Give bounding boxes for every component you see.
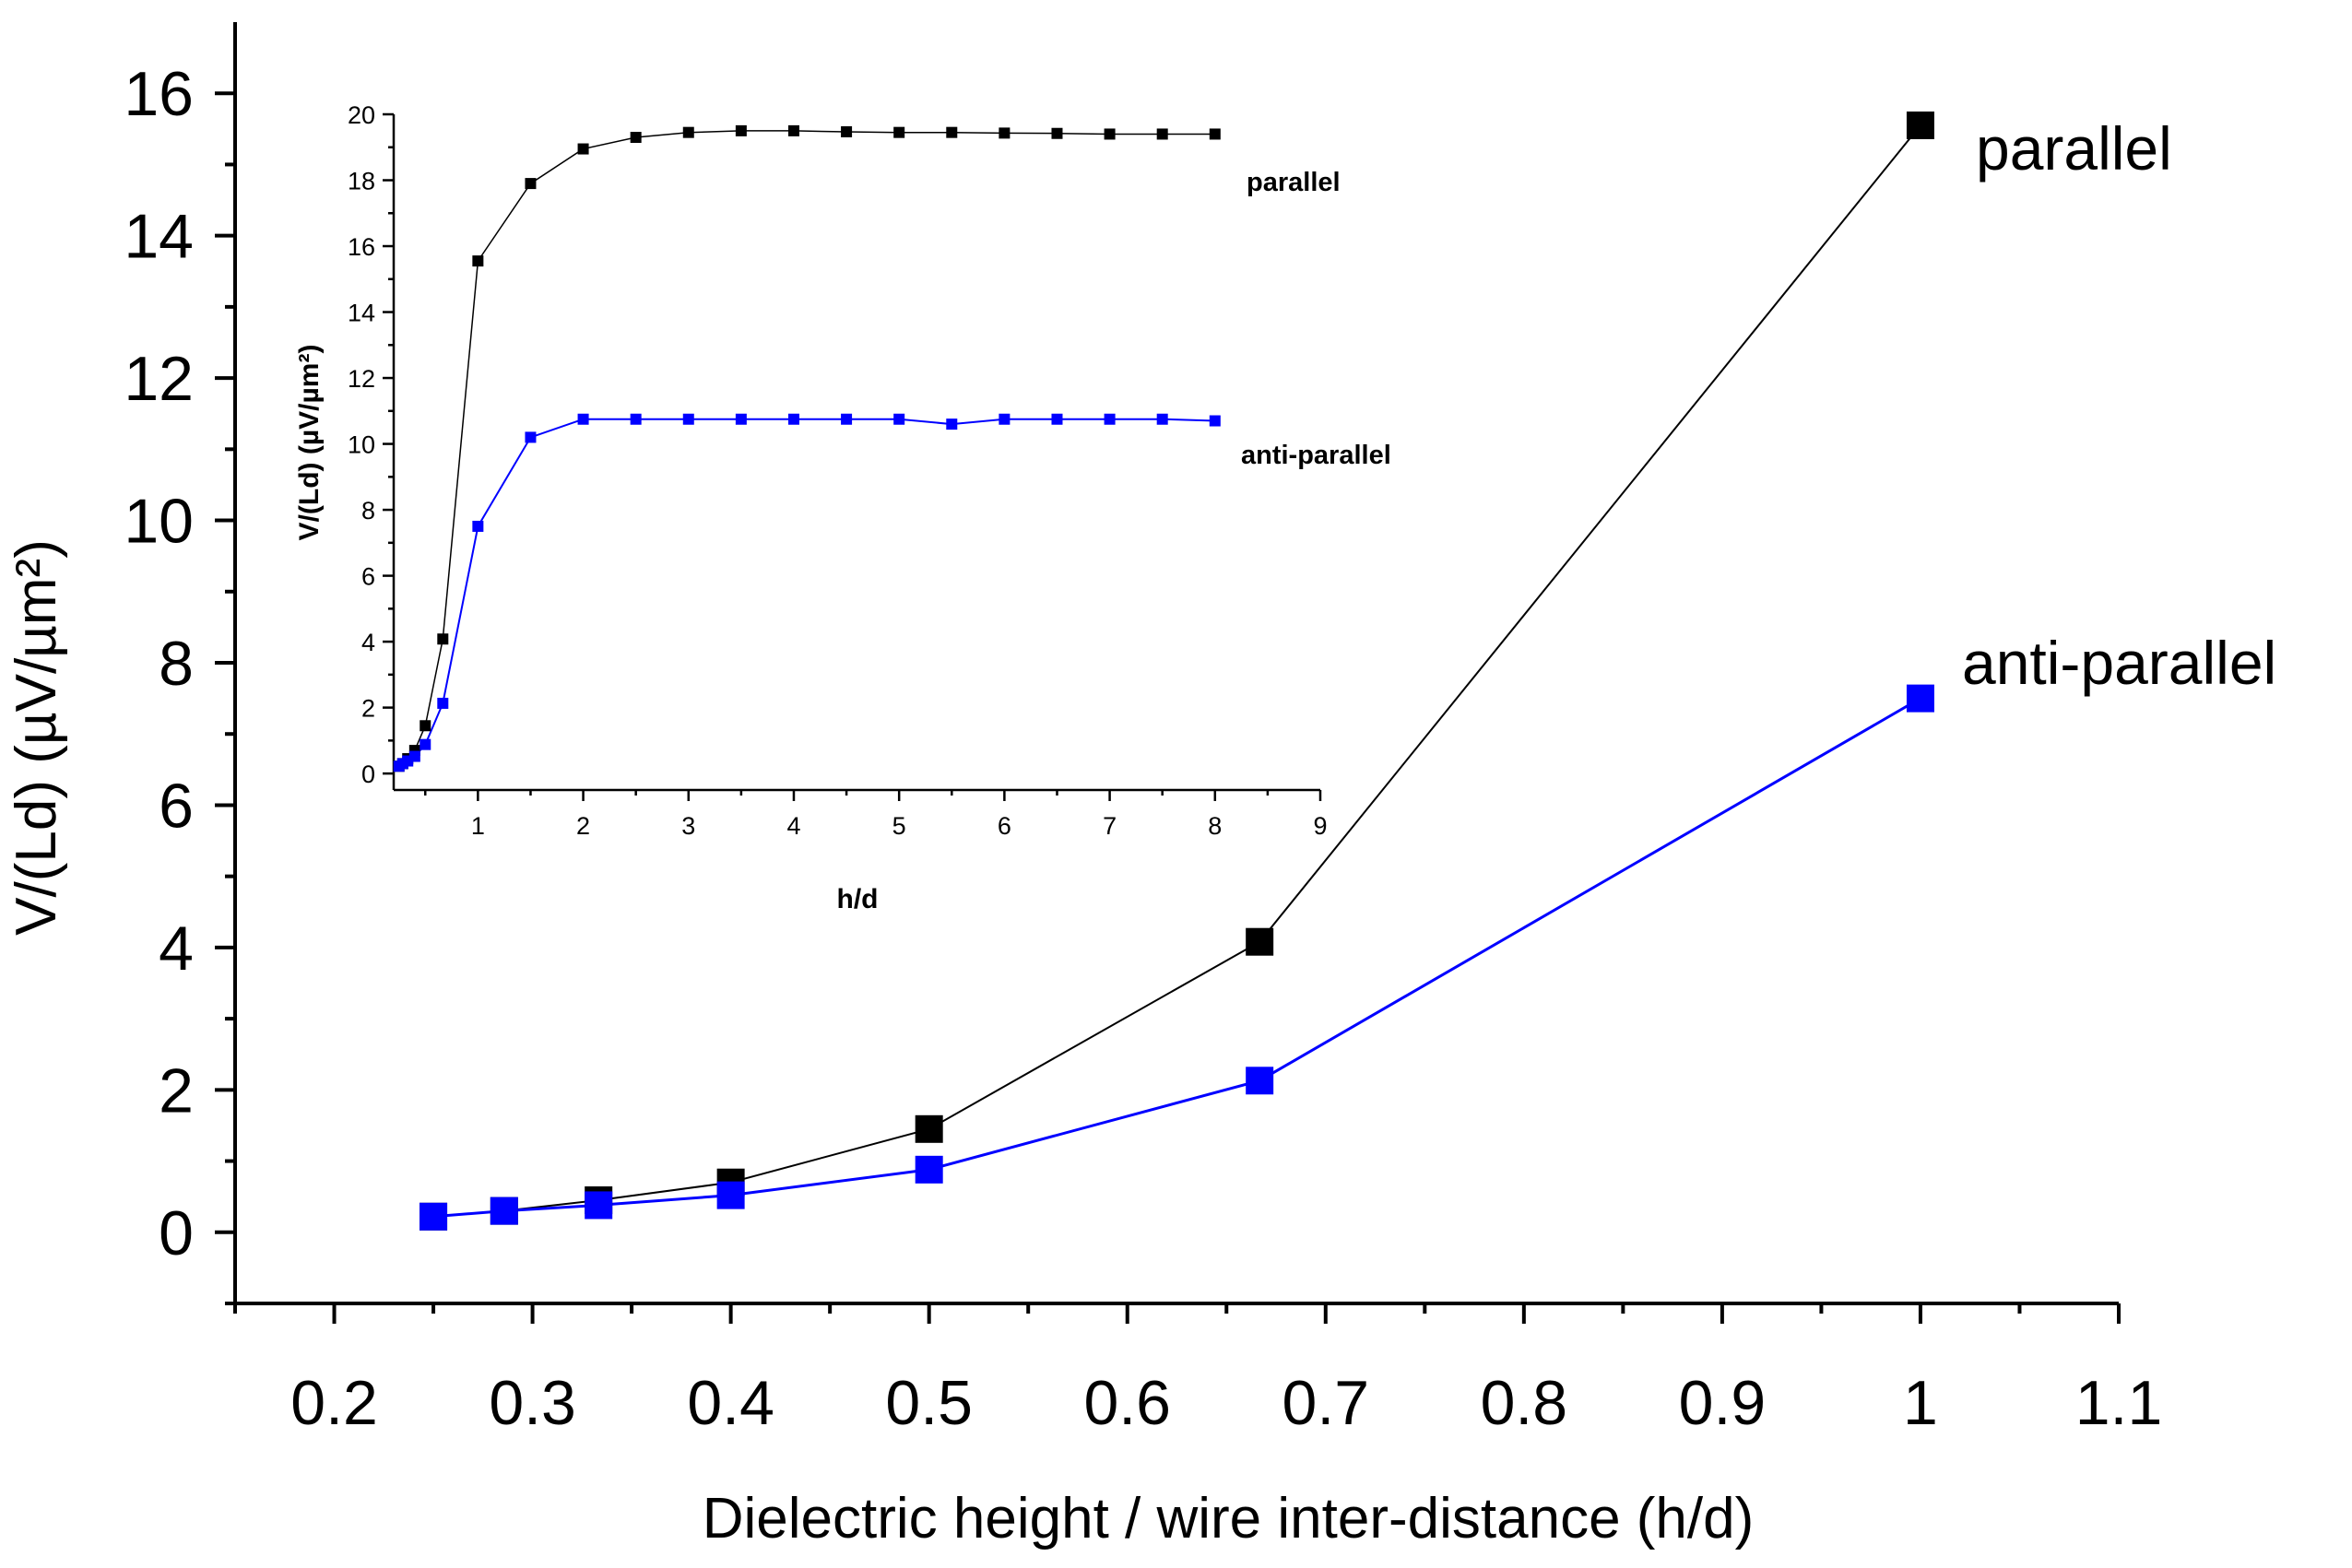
inset-y-tick-label: 0 xyxy=(361,760,375,788)
inset-point-parallel xyxy=(787,124,799,136)
inset-y-tick-label: 20 xyxy=(348,101,375,129)
main-y-tick-label: 14 xyxy=(124,202,194,272)
inset-point-parallel xyxy=(630,132,642,144)
main-x-tick-label: 0.6 xyxy=(1083,1368,1171,1438)
inset-point-parallel xyxy=(472,255,484,267)
main-y-tick-label: 4 xyxy=(159,914,194,984)
inset-point-parallel xyxy=(893,126,905,138)
inset-x-tick-label: 5 xyxy=(892,812,906,840)
main-point-anti-parallel xyxy=(915,1155,943,1184)
inset-point-parallel xyxy=(1051,127,1063,139)
inset-point-anti-parallel xyxy=(841,413,853,425)
main-y-tick-label: 0 xyxy=(159,1198,194,1268)
main-y-tick-label: 16 xyxy=(124,59,194,129)
main-x-tick-label: 0.3 xyxy=(489,1368,576,1438)
main-y-tick-label: 10 xyxy=(124,487,194,557)
inset-line-parallel xyxy=(398,130,1215,767)
inset-x-tick-label: 4 xyxy=(786,812,800,840)
main-x-axis-title: Dielectric height / wire inter-distance … xyxy=(703,1487,1755,1550)
inset-x-axis-title: h/d xyxy=(837,884,879,914)
inset-point-anti-parallel xyxy=(1156,413,1168,425)
inset-point-anti-parallel xyxy=(420,738,431,750)
main-point-anti-parallel xyxy=(1906,684,1934,713)
main-x-tick-label: 0.5 xyxy=(885,1368,973,1438)
inset-y-tick-label: 4 xyxy=(361,629,375,656)
inset-point-anti-parallel xyxy=(893,413,905,425)
inset-x-tick-label: 7 xyxy=(1103,812,1117,840)
inset-point-parallel xyxy=(1209,128,1221,140)
inset-point-anti-parallel xyxy=(1104,413,1116,425)
inset-point-parallel xyxy=(1104,128,1116,140)
main-x-tick-label: 1.1 xyxy=(2075,1368,2163,1438)
inset-y-tick-label: 10 xyxy=(348,431,375,459)
inset-point-parallel xyxy=(525,178,537,190)
inset-point-anti-parallel xyxy=(735,413,747,425)
inset-y-tick-label: 14 xyxy=(348,300,375,327)
inset-point-parallel xyxy=(841,125,853,137)
inset-y-tick-label: 16 xyxy=(348,233,375,261)
inset-point-anti-parallel xyxy=(577,413,589,425)
inset-y-tick-label: 18 xyxy=(348,168,375,195)
main-point-anti-parallel xyxy=(490,1197,518,1225)
main-x-tick-label: 0.8 xyxy=(1481,1368,1568,1438)
inset-point-parallel xyxy=(577,143,589,155)
inset-point-anti-parallel xyxy=(437,697,449,709)
inset-point-parallel xyxy=(1156,128,1168,140)
inset-x-tick-label: 3 xyxy=(681,812,695,840)
inset-point-parallel xyxy=(999,127,1011,139)
main-point-parallel xyxy=(1906,111,1934,139)
main-point-anti-parallel xyxy=(1246,1067,1274,1095)
inset-point-anti-parallel xyxy=(408,750,420,762)
inset-label-parallel: parallel xyxy=(1247,168,1341,197)
main-point-anti-parallel xyxy=(420,1202,448,1231)
inset-point-parallel xyxy=(682,126,694,138)
inset-point-anti-parallel xyxy=(525,431,537,443)
inset-x-tick-label: 1 xyxy=(471,812,485,840)
inset-point-anti-parallel xyxy=(946,419,958,430)
inset-x-tick-label: 6 xyxy=(998,812,1011,840)
inset-label-anti-parallel: anti-parallel xyxy=(1241,441,1391,470)
inset-x-tick-label: 2 xyxy=(576,812,590,840)
inset-point-parallel xyxy=(946,126,958,138)
main-y-tick-label: 12 xyxy=(124,344,194,414)
inset-y-tick-label: 12 xyxy=(348,365,375,393)
main-label-anti-parallel: anti-parallel xyxy=(1962,629,2276,697)
main-x-tick-label: 1 xyxy=(1903,1368,1938,1438)
main-line-anti-parallel xyxy=(432,697,1921,1219)
main-point-anti-parallel xyxy=(716,1181,745,1209)
inset-point-parallel xyxy=(420,720,431,732)
inset-line-anti-parallel xyxy=(398,418,1215,768)
inset-point-anti-parallel xyxy=(1209,415,1221,427)
inset-y-tick-label: 6 xyxy=(361,563,375,591)
inset-x-tick-label: 9 xyxy=(1313,812,1327,840)
inset-y-tick-label: 8 xyxy=(361,497,375,525)
main-x-tick-label: 0.7 xyxy=(1282,1368,1370,1438)
main-y-tick-label: 6 xyxy=(159,771,194,841)
main-point-anti-parallel xyxy=(585,1191,613,1220)
inset-y-tick-label: 2 xyxy=(361,695,375,723)
inset-point-parallel xyxy=(735,124,747,136)
main-point-parallel xyxy=(1246,927,1274,956)
inset-point-anti-parallel xyxy=(682,413,694,425)
main-y-axis-title: V/(Ld) (µV/µm²) xyxy=(5,539,68,936)
inset-point-anti-parallel xyxy=(787,413,799,425)
inset-y-axis-title: V/(Ld) (µV/µm²) xyxy=(294,345,325,541)
main-point-parallel xyxy=(915,1114,943,1143)
inset-point-anti-parallel xyxy=(1051,413,1063,425)
main-x-tick-label: 0.2 xyxy=(290,1368,378,1438)
inset-point-anti-parallel xyxy=(999,413,1011,425)
main-label-parallel: parallel xyxy=(1976,114,2172,183)
inset-point-anti-parallel xyxy=(472,520,484,532)
main-x-tick-label: 0.9 xyxy=(1679,1368,1767,1438)
main-line-parallel xyxy=(433,124,1921,1218)
main-y-tick-label: 2 xyxy=(159,1055,194,1126)
main-y-tick-label: 8 xyxy=(159,629,194,699)
inset-x-tick-label: 8 xyxy=(1208,812,1222,840)
inset-point-parallel xyxy=(437,633,449,645)
inset-point-anti-parallel xyxy=(630,413,642,425)
main-x-tick-label: 0.4 xyxy=(687,1368,774,1438)
